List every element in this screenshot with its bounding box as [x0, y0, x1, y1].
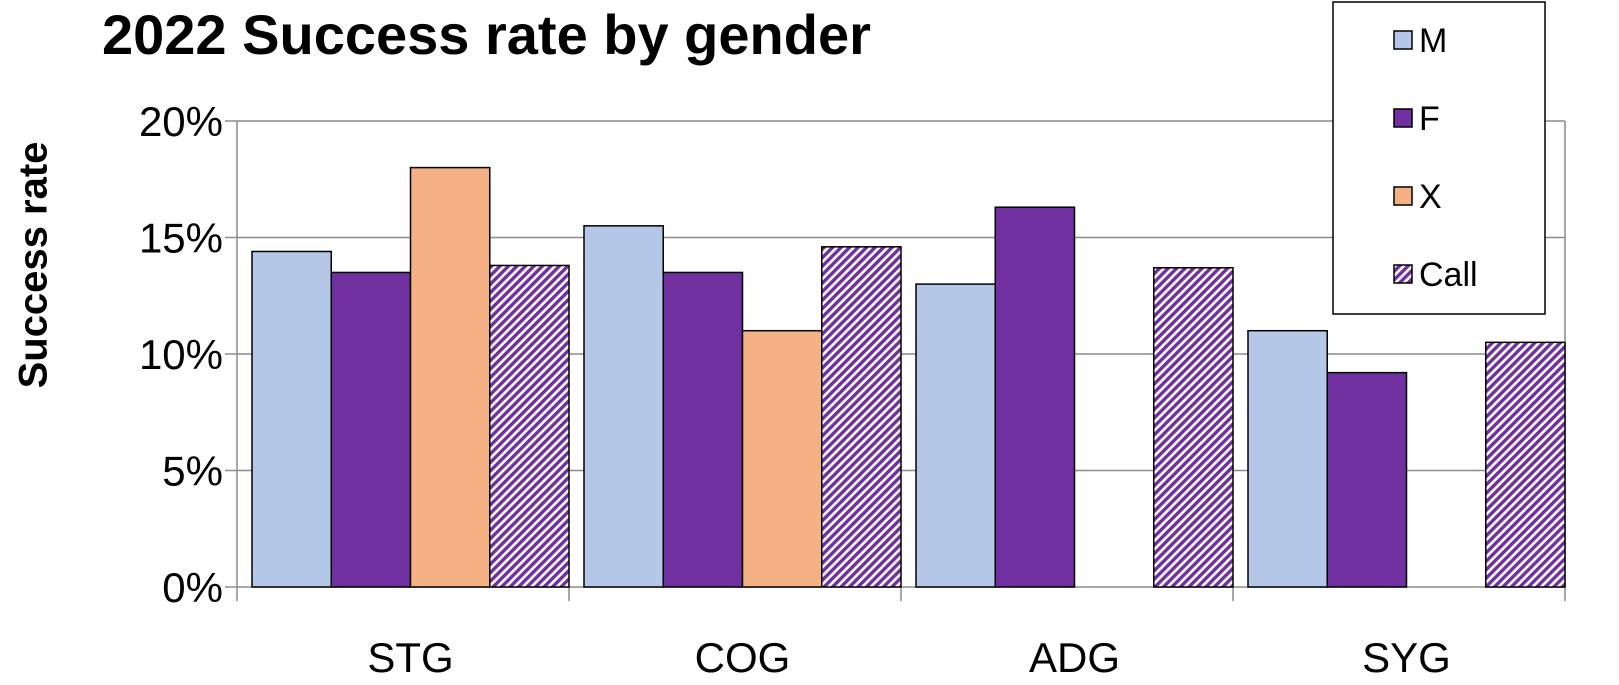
bar-cog-call — [821, 246, 902, 588]
bar-stg-x — [409, 166, 491, 588]
x-tick-label: ADG — [1029, 634, 1120, 681]
x-tick-label: COG — [695, 634, 791, 681]
legend-box — [1332, 1, 1546, 315]
bar-adg-f — [994, 206, 1076, 588]
bar-cog-m — [583, 225, 664, 588]
y-tick-label: 5% — [162, 448, 223, 495]
legend-swatch-call — [1393, 264, 1413, 284]
y-tick-label: 0% — [162, 564, 223, 611]
bar-syg-call — [1485, 341, 1566, 588]
bar-stg-f — [330, 271, 412, 588]
y-tick-label: 20% — [139, 98, 223, 145]
legend-label-m: M — [1419, 22, 1447, 60]
legend-label-x: X — [1419, 178, 1442, 216]
bar-stg-m — [251, 250, 332, 588]
bar-cog-f — [662, 271, 744, 588]
tick-labels: 0% 5% 10% 15% 20% STG COG ADG SYG — [139, 98, 1451, 681]
bar-adg-call — [1153, 267, 1234, 588]
bar-syg-f — [1326, 371, 1408, 588]
bar-cog-x — [741, 329, 823, 588]
y-tick-label: 15% — [139, 215, 223, 262]
y-tick-label: 10% — [139, 331, 223, 378]
legend-label-call: Call — [1419, 256, 1478, 294]
legend-label-f: F — [1419, 100, 1440, 138]
bar-adg-m — [915, 283, 996, 588]
bar-stg-call — [489, 264, 570, 588]
legend-swatch-f — [1393, 108, 1413, 128]
bar-syg-m — [1247, 329, 1328, 588]
x-tick-label: SYG — [1362, 634, 1451, 681]
legend: M F X Call — [1332, 1, 1546, 315]
chart-title: 2022 Success rate by gender — [102, 3, 871, 66]
bars — [251, 166, 1566, 588]
x-tick-label: STG — [367, 634, 453, 681]
legend-swatch-m — [1393, 30, 1413, 50]
legend-swatch-x — [1393, 186, 1413, 206]
